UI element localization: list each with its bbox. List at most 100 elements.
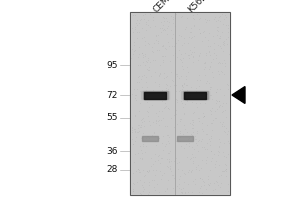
Point [159,54,164,57]
Point [201,30,206,33]
Point [191,56,196,59]
Point [153,119,158,122]
Point [150,45,154,48]
Point [136,123,140,127]
Point [156,75,161,78]
Point [225,35,230,38]
Point [140,186,145,189]
Point [213,53,218,56]
Point [222,93,226,96]
Point [221,129,226,132]
Point [130,137,135,140]
Point [159,21,164,24]
Point [133,114,137,117]
Point [214,33,219,37]
Point [140,118,144,121]
Point [133,114,138,117]
Point [133,27,138,31]
Point [167,168,172,171]
Point [137,123,142,126]
Point [190,160,195,163]
Point [160,54,165,58]
Point [175,184,180,188]
Point [182,42,187,45]
Point [144,20,148,23]
Bar [182,91,208,99]
Point [200,191,205,195]
Point [173,113,178,116]
Point [183,190,188,193]
Point [182,171,186,175]
Point [197,73,202,76]
Point [209,121,214,125]
Point [135,19,140,22]
Point [208,112,213,115]
Point [138,119,143,122]
Point [163,101,167,105]
Point [225,183,230,186]
Point [180,64,184,68]
Point [211,188,216,191]
Point [191,25,196,28]
Point [180,98,185,102]
Point [153,112,158,115]
Point [215,29,220,33]
Point [198,187,203,190]
Point [152,132,157,135]
Point [137,109,142,113]
Point [160,100,165,103]
Point [180,85,185,88]
Point [202,61,207,64]
Point [218,185,223,189]
Point [185,53,190,56]
Point [171,114,176,117]
Point [208,87,213,90]
Point [206,182,211,186]
Point [164,91,168,94]
Point [158,162,163,165]
Point [210,129,215,132]
Point [187,145,191,148]
Point [217,145,221,148]
Point [190,123,195,126]
Point [208,144,213,147]
Point [187,53,191,57]
Bar [142,91,167,99]
Point [210,106,214,110]
Point [146,18,151,21]
Point [187,56,192,59]
Point [139,149,143,152]
Point [161,171,166,175]
Point [157,118,162,121]
Point [187,137,192,140]
Point [189,26,194,29]
Point [213,102,218,105]
Point [152,97,157,100]
Point [154,143,159,146]
Point [207,51,212,54]
Point [200,128,204,131]
Point [225,139,230,142]
Point [223,109,228,112]
Point [174,89,179,92]
Point [134,23,139,26]
Point [196,116,200,120]
Point [189,170,194,173]
Point [147,136,152,139]
Point [214,88,219,91]
Point [182,127,187,130]
Point [145,135,149,138]
Point [205,156,210,159]
Point [212,42,216,45]
Point [202,180,207,184]
Point [131,40,136,43]
Point [226,24,230,27]
Point [158,118,163,122]
Point [182,111,187,114]
Point [154,33,159,36]
Point [180,168,184,172]
Point [147,169,152,172]
Point [141,55,146,59]
Point [221,42,226,46]
Point [188,31,193,34]
